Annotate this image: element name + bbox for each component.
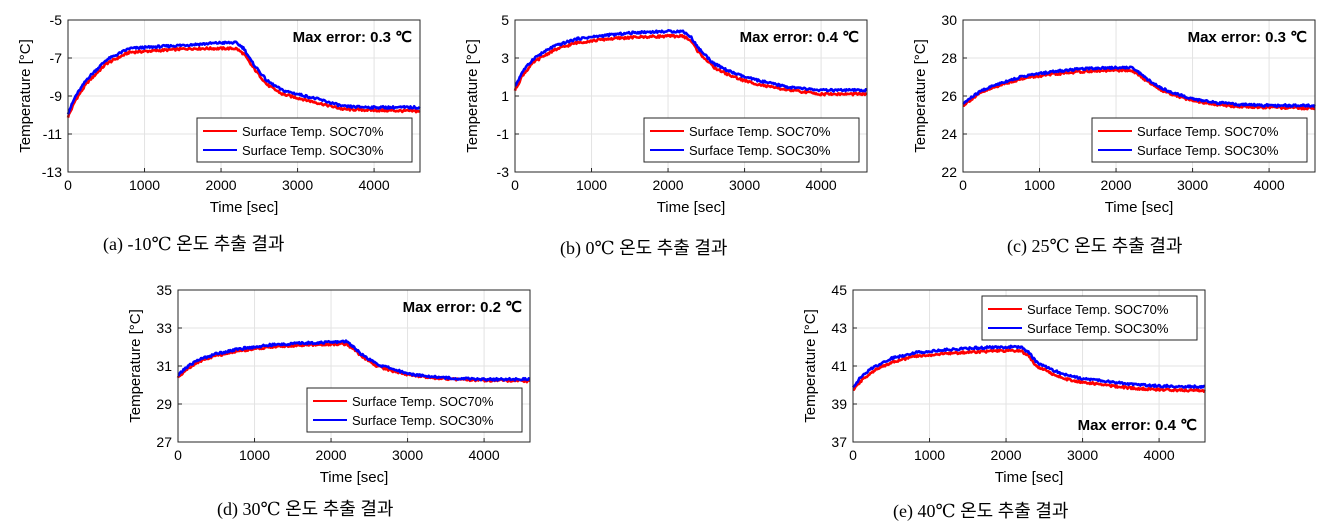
chart-e: 0 1000 2000 3000 4000 37 39 41 43 45 Time [sec] Tem… (802, 282, 1206, 486)
series-line-soc30 (962, 65, 1316, 108)
y-tick-label: 29 (156, 396, 172, 412)
legend-entry: Surface Temp. SOC30% (689, 143, 831, 158)
max-error-annotation: Max error: 0.3 ℃ (293, 29, 413, 46)
y-tick-label: 43 (831, 320, 847, 336)
x-tick-label: 0 (849, 447, 857, 463)
y-tick-label: 27 (156, 434, 172, 450)
x-tick-label: 2000 (652, 177, 683, 193)
x-tick-label: 1000 (129, 177, 160, 193)
y-tick-label: -1 (497, 126, 510, 142)
chart-b: 0 1000 2000 3000 4000 -3 -1 1 3 5 Time [sec] Temper… (464, 12, 868, 216)
x-tick-label: 1000 (239, 447, 270, 463)
max-error-annotation: Max error: 0.3 ℃ (1188, 29, 1308, 46)
series-line-soc30 (177, 339, 531, 382)
legend-box (981, 295, 1198, 341)
y-tick-label: 24 (941, 126, 957, 142)
x-tick-label: 3000 (1177, 177, 1208, 193)
x-tick-label: 0 (511, 177, 519, 193)
series-line-soc30 (514, 29, 868, 93)
legend-entry: Surface Temp. SOC30% (242, 143, 384, 158)
y-tick-label: -13 (42, 164, 62, 180)
y-tick-label: 41 (831, 358, 847, 374)
caption-b: (b) 0℃ 온도 추출 결과 (560, 238, 728, 258)
x-tick-label: 4000 (359, 177, 390, 193)
caption-d: (d) 30℃ 온도 추출 결과 (217, 499, 394, 519)
caption-c: (c) 25℃ 온도 추출 결과 (1007, 236, 1183, 256)
legend-entry: Surface Temp. SOC30% (352, 413, 494, 428)
y-tick-label: -5 (50, 12, 63, 28)
max-error-annotation: Max error: 0.4 ℃ (1078, 417, 1198, 434)
x-tick-label: 3000 (1067, 447, 1098, 463)
series-line-soc30 (851, 344, 1206, 389)
series-line-soc70 (513, 33, 868, 97)
y-axis-label: Temperature [°C] (127, 309, 144, 423)
series-line-soc70 (962, 68, 1316, 111)
x-tick-label: 1000 (914, 447, 945, 463)
caption-e: (e) 40℃ 온도 추출 결과 (893, 501, 1069, 521)
legend-entry: Surface Temp. SOC70% (1027, 302, 1169, 317)
y-tick-label: 35 (156, 282, 172, 298)
x-axis-label: Time [sec] (1105, 199, 1174, 216)
y-tick-label: 33 (156, 320, 172, 336)
x-tick-label: 0 (174, 447, 182, 463)
x-tick-label: 4000 (806, 177, 837, 193)
y-axis-label: Temperature [°C] (802, 309, 819, 423)
x-tick-label: 2000 (1100, 177, 1131, 193)
y-tick-label: -9 (50, 88, 63, 104)
x-tick-label: 0 (64, 177, 72, 193)
y-tick-label: 30 (941, 12, 957, 28)
legend-entry: Surface Temp. SOC30% (1137, 143, 1279, 158)
y-tick-label: 45 (831, 282, 847, 298)
x-tick-label: 2000 (315, 447, 346, 463)
max-error-annotation: Max error: 0.2 ℃ (403, 299, 523, 316)
y-axis-label: Temperature [°C] (464, 39, 481, 153)
y-tick-label: -3 (497, 164, 510, 180)
x-axis-label: Time [sec] (657, 199, 726, 216)
chart-a: 0 1000 2000 3000 4000 -13 -11 -9 -7 -5 Time [sec] T… (17, 12, 421, 216)
x-tick-label: 2000 (205, 177, 236, 193)
x-tick-label: 4000 (469, 447, 500, 463)
legend-entry: Surface Temp. SOC70% (689, 124, 831, 139)
legend-entry: Surface Temp. SOC70% (242, 124, 384, 139)
y-tick-label: -7 (50, 50, 63, 66)
x-tick-label: 3000 (392, 447, 423, 463)
max-error-annotation: Max error: 0.4 ℃ (740, 29, 860, 46)
y-tick-label: 1 (501, 88, 509, 104)
legend-entry: Surface Temp. SOC70% (1137, 124, 1279, 139)
y-tick-label: -11 (43, 126, 62, 142)
series-line-soc70 (66, 46, 421, 118)
x-axis-label: Time [sec] (210, 199, 279, 216)
y-tick-label: 39 (831, 396, 847, 412)
legend-entry: Surface Temp. SOC30% (1027, 321, 1169, 336)
y-tick-label: 22 (941, 164, 957, 180)
x-tick-label: 4000 (1144, 447, 1175, 463)
series-line-soc30 (66, 40, 421, 115)
x-tick-label: 1000 (1024, 177, 1055, 193)
y-tick-label: 31 (156, 358, 172, 374)
legend-entry: Surface Temp. SOC70% (352, 394, 494, 409)
legend-box (643, 117, 860, 163)
y-tick-label: 37 (831, 434, 847, 450)
x-tick-label: 2000 (990, 447, 1021, 463)
y-axis-label: Temperature [°C] (17, 39, 34, 153)
x-tick-label: 1000 (576, 177, 607, 193)
legend-box (306, 387, 523, 433)
x-axis-label: Time [sec] (995, 469, 1064, 486)
series-line-soc70 (852, 348, 1206, 393)
y-axis-label: Temperature [°C] (912, 39, 929, 153)
legend-box (1091, 117, 1308, 163)
y-tick-label: 5 (501, 12, 509, 28)
chart-c: 0 1000 2000 3000 4000 22 24 26 28 30 Time [sec] Tem… (912, 12, 1316, 216)
x-tick-label: 3000 (729, 177, 760, 193)
x-tick-label: 0 (959, 177, 967, 193)
y-tick-label: 26 (941, 88, 957, 104)
caption-a: (a) -10℃ 온도 추출 결과 (103, 234, 285, 254)
legend-box (196, 117, 413, 163)
x-tick-label: 4000 (1254, 177, 1285, 193)
y-tick-label: 3 (501, 50, 509, 66)
x-axis-label: Time [sec] (320, 469, 389, 486)
y-tick-label: 28 (941, 50, 957, 66)
chart-d: 0 1000 2000 3000 4000 27 29 31 33 35 Time [sec] Tem… (127, 282, 531, 486)
x-tick-label: 3000 (282, 177, 313, 193)
